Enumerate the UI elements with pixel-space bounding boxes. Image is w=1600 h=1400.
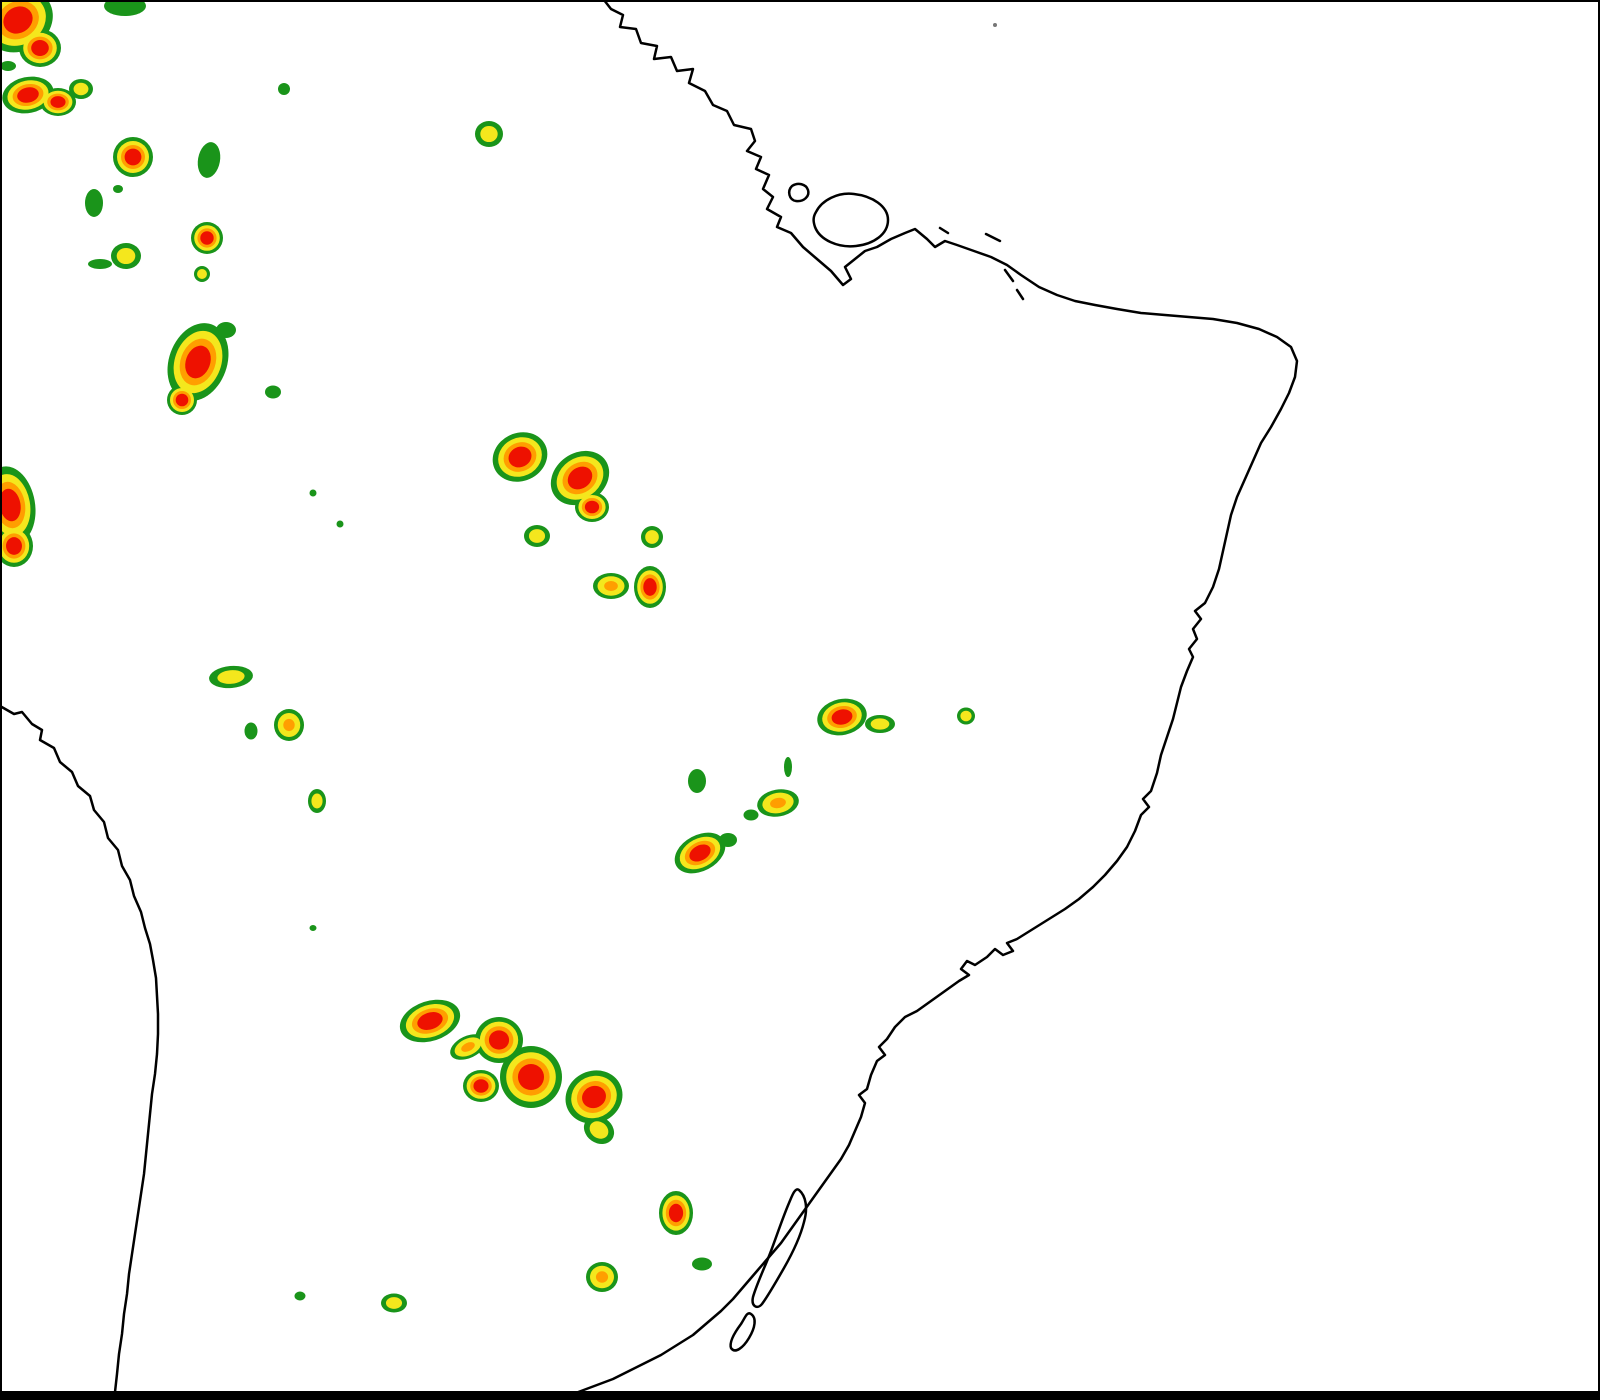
precip-cell-green — [216, 322, 236, 338]
frame-bottom-bar — [0, 1391, 1600, 1400]
precip-cell-yellow — [116, 247, 136, 265]
precip-cell-green — [692, 1257, 712, 1271]
precip-cell-yellow — [960, 710, 972, 722]
precip-cell-yellow — [217, 670, 245, 684]
precip-cell-yellow — [528, 529, 546, 543]
precip-cell-red — [31, 40, 49, 56]
precip-cell-green — [336, 520, 344, 528]
precip-cell-red — [17, 87, 39, 103]
precip-cell-red — [488, 1030, 510, 1050]
precip-cell-green — [688, 769, 706, 793]
precipitation-layer — [0, 0, 975, 1313]
precip-cell-red — [582, 1085, 606, 1109]
precip-cell-red — [200, 231, 214, 245]
map-speck — [993, 23, 997, 27]
coastal-islet — [938, 226, 950, 235]
precip-cell-red — [517, 1063, 545, 1091]
coastline-layer — [0, 0, 1299, 1400]
precip-cell-green — [309, 489, 317, 497]
precip-cell-yellow — [870, 718, 890, 730]
precip-cell-red — [584, 500, 600, 514]
precip-cell-red — [0, 488, 21, 522]
precip-cell-red — [689, 844, 711, 862]
coastline-mainland — [555, 0, 1299, 1400]
precip-cell-red — [6, 537, 22, 555]
islet-outline — [787, 182, 810, 203]
precip-cell-yellow — [73, 82, 89, 96]
precip-cell-yellow — [385, 1297, 403, 1309]
precip-cell-red — [417, 1012, 443, 1030]
precip-cell-green — [784, 757, 792, 777]
precip-cell-yellow — [197, 269, 207, 279]
precip-cell-red — [175, 393, 189, 407]
precip-cell-orange — [604, 581, 618, 591]
coastal-islet — [1003, 268, 1015, 283]
precip-cell-green — [309, 925, 317, 931]
precip-cell-yellow — [311, 793, 323, 809]
precip-cell-green — [743, 809, 759, 821]
precip-cell-green — [294, 1291, 306, 1301]
precip-cell-red — [473, 1079, 489, 1093]
precip-cell-green — [0, 61, 16, 71]
coastline-pacific — [0, 704, 160, 1400]
precip-cell-green — [104, 0, 146, 16]
precip-cell-red — [3, 6, 33, 34]
precip-cell-orange — [461, 1042, 475, 1052]
precip-cell-green — [244, 722, 258, 740]
lagoon-outline-small — [729, 1312, 756, 1352]
precip-cell-orange — [595, 1271, 609, 1283]
precip-cell-orange — [283, 718, 295, 732]
precip-cell-green — [265, 385, 281, 399]
precip-cell-red — [124, 148, 142, 166]
precip-cell-yellow — [645, 530, 659, 544]
precip-cell-green — [85, 189, 103, 217]
precip-cell-green — [197, 142, 221, 178]
precip-cell-red — [185, 345, 211, 379]
precip-cell-red — [643, 578, 657, 596]
precip-cell-green — [113, 185, 123, 193]
precip-cell-red — [831, 709, 853, 725]
precip-cell-green — [278, 83, 290, 95]
coastal-islet — [1015, 288, 1025, 301]
precip-cell-red — [567, 466, 593, 490]
precip-cell-orange — [770, 797, 786, 809]
precip-cell-yellow — [480, 125, 498, 143]
precip-cell-red — [508, 446, 532, 468]
lagoon-outline-large — [751, 1188, 808, 1309]
precip-cell-green — [88, 259, 112, 269]
precip-cell-yellow — [589, 1121, 609, 1139]
island-outline — [812, 192, 890, 248]
precip-cell-red — [50, 96, 66, 108]
precip-cell-green — [719, 833, 737, 847]
coastal-islet — [984, 232, 1002, 243]
precip-cell-red — [668, 1203, 684, 1223]
